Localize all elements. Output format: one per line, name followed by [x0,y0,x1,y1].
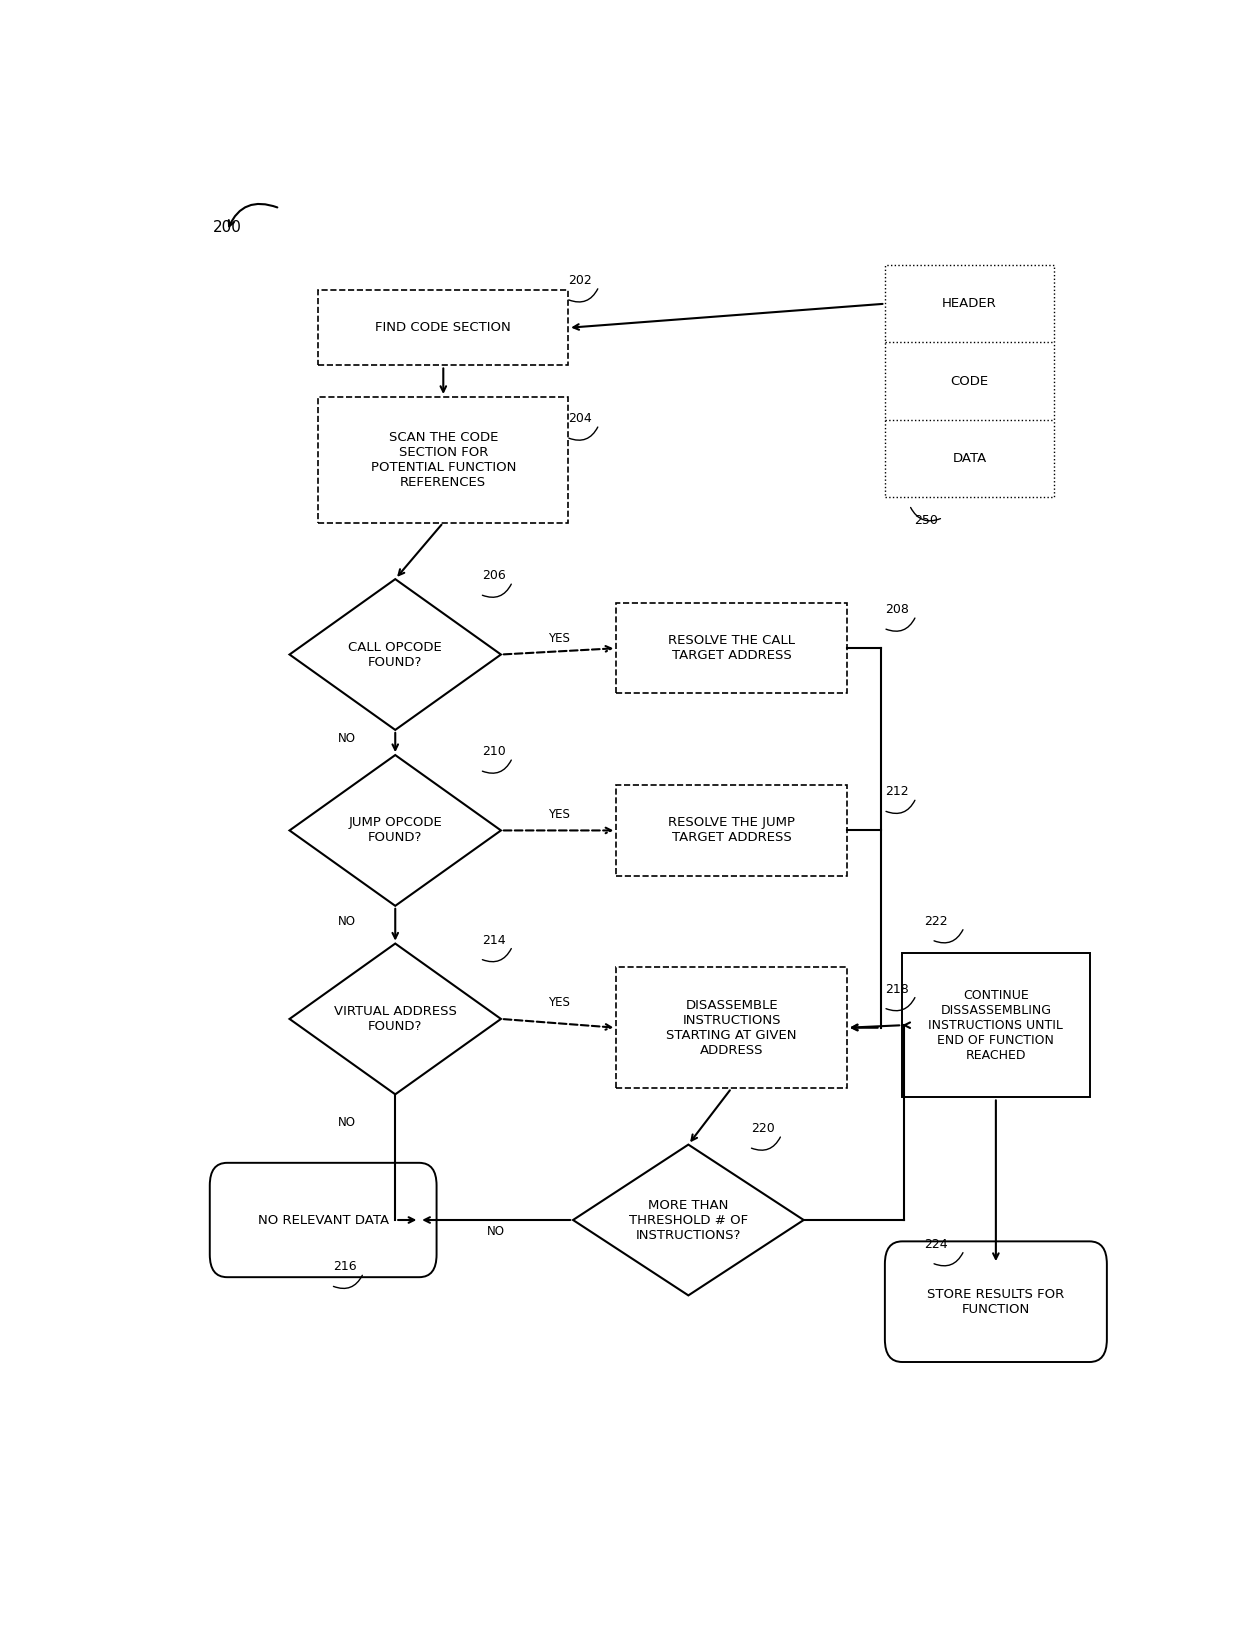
Text: 200: 200 [213,220,242,235]
Text: 222: 222 [924,914,947,927]
Text: CODE: CODE [950,375,988,388]
Text: RESOLVE THE JUMP
TARGET ADDRESS: RESOLVE THE JUMP TARGET ADDRESS [668,816,795,844]
Text: NO: NO [339,733,356,746]
Text: 224: 224 [924,1237,947,1250]
Text: VIRTUAL ADDRESS
FOUND?: VIRTUAL ADDRESS FOUND? [334,1005,456,1033]
Text: 218: 218 [885,982,909,996]
FancyBboxPatch shape [616,602,847,694]
FancyBboxPatch shape [319,397,568,522]
Text: STORE RESULTS FOR
FUNCTION: STORE RESULTS FOR FUNCTION [928,1288,1064,1315]
FancyBboxPatch shape [616,785,847,876]
Text: YES: YES [548,632,569,645]
Text: NO: NO [339,914,356,927]
Text: HEADER: HEADER [942,297,997,310]
FancyBboxPatch shape [885,1242,1107,1363]
Text: 202: 202 [568,274,591,287]
Text: CONTINUE
DISSASSEMBLING
INSTRUCTIONS UNTIL
END OF FUNCTION
REACHED: CONTINUE DISSASSEMBLING INSTRUCTIONS UNT… [929,989,1064,1062]
FancyBboxPatch shape [319,290,568,366]
Text: FIND CODE SECTION: FIND CODE SECTION [376,322,511,335]
FancyBboxPatch shape [210,1164,436,1278]
Text: YES: YES [548,997,569,1009]
Text: 206: 206 [481,570,506,583]
Text: 214: 214 [481,934,506,947]
Text: 250: 250 [914,514,939,527]
Polygon shape [290,943,501,1095]
Text: RESOLVE THE CALL
TARGET ADDRESS: RESOLVE THE CALL TARGET ADDRESS [668,635,795,663]
Text: NO: NO [339,1116,356,1129]
Text: 204: 204 [568,411,591,424]
Text: YES: YES [548,808,569,821]
FancyBboxPatch shape [616,968,847,1089]
FancyBboxPatch shape [885,264,1054,498]
Text: 216: 216 [332,1260,356,1273]
FancyBboxPatch shape [903,953,1090,1097]
Text: 212: 212 [885,785,909,798]
Text: NO: NO [487,1226,505,1239]
Text: DISASSEMBLE
INSTRUCTIONS
STARTING AT GIVEN
ADDRESS: DISASSEMBLE INSTRUCTIONS STARTING AT GIV… [666,999,797,1058]
Polygon shape [290,756,501,906]
Text: DATA: DATA [952,452,987,465]
Text: JUMP OPCODE
FOUND?: JUMP OPCODE FOUND? [348,816,443,844]
Text: 208: 208 [885,604,909,615]
Polygon shape [573,1144,804,1296]
Text: NO RELEVANT DATA: NO RELEVANT DATA [258,1214,388,1227]
Text: 210: 210 [481,746,506,757]
Text: MORE THAN
THRESHOLD # OF
INSTRUCTIONS?: MORE THAN THRESHOLD # OF INSTRUCTIONS? [629,1198,748,1242]
Text: CALL OPCODE
FOUND?: CALL OPCODE FOUND? [348,640,443,669]
Text: 220: 220 [751,1123,775,1134]
Text: SCAN THE CODE
SECTION FOR
POTENTIAL FUNCTION
REFERENCES: SCAN THE CODE SECTION FOR POTENTIAL FUNC… [371,431,516,488]
Polygon shape [290,579,501,730]
